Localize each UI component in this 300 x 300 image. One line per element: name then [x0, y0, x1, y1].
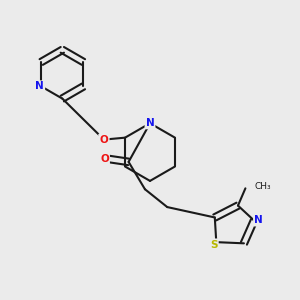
Text: CH₃: CH₃: [254, 182, 271, 191]
Text: N: N: [35, 81, 44, 92]
Text: S: S: [210, 239, 218, 250]
Text: O: O: [100, 135, 108, 145]
Text: N: N: [146, 118, 154, 128]
Text: O: O: [100, 135, 108, 145]
Text: O: O: [100, 154, 109, 164]
Text: N: N: [254, 215, 263, 225]
